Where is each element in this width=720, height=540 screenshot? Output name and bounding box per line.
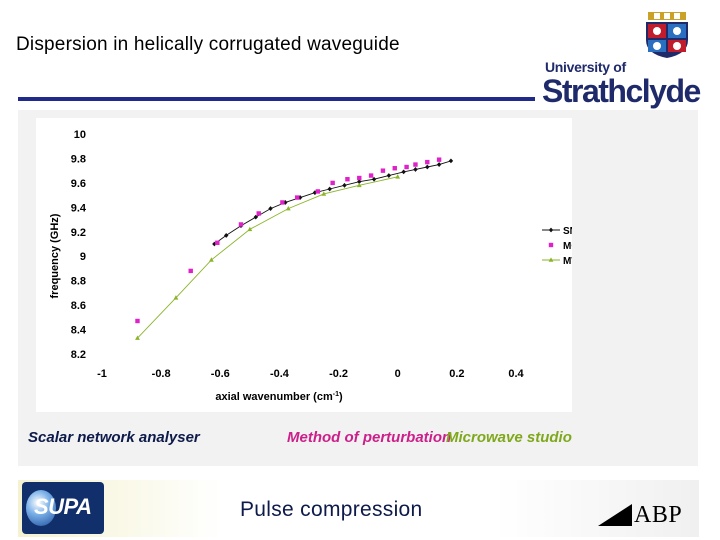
data-point-mws xyxy=(356,182,362,188)
abp-logo-text: ABP xyxy=(634,502,683,528)
data-point-sna xyxy=(212,241,217,247)
y-tick-label: 8.2 xyxy=(71,349,86,361)
series-line-mws xyxy=(137,176,398,339)
chart-series xyxy=(135,157,454,340)
data-point-mop xyxy=(280,200,285,205)
abp-logo: ABP xyxy=(598,492,698,532)
x-tick-label: -0.4 xyxy=(270,368,290,380)
data-point-sna xyxy=(327,186,332,192)
x-axis-label: axial wavenumber (cm-1) xyxy=(215,391,343,403)
data-point-mop xyxy=(330,180,335,186)
supa-logo-text: SUPA xyxy=(34,494,92,519)
data-point-sna xyxy=(297,195,303,200)
chart-axes: 8.2 8.4 8.6 8.8 9 9.2 9.4 9.6 9.8 10 -1 -0.8 -0.6 -0.… xyxy=(71,129,525,380)
y-tick-label: 10 xyxy=(74,129,86,141)
data-point-mop xyxy=(315,189,321,194)
data-point-sna xyxy=(386,173,392,178)
legend-marker-mws xyxy=(548,257,554,262)
y-tick-label: 8.8 xyxy=(71,276,86,288)
supa-globe-icon xyxy=(26,490,56,526)
y-tick-label: 9.2 xyxy=(71,227,86,239)
data-point-sna xyxy=(357,179,362,185)
y-tick-label: 9 xyxy=(80,251,86,263)
university-crest-icon xyxy=(646,12,688,58)
data-point-mop xyxy=(188,268,193,274)
x-axis-label-main: axial wavenumber (cm xyxy=(215,391,333,403)
data-point-mop xyxy=(425,159,430,165)
x-tick-label: 0.2 xyxy=(449,368,464,380)
abp-wedge-icon xyxy=(598,504,632,526)
series-line-sna xyxy=(214,160,452,245)
slide-title: Dispersion in helically corrugated waveg… xyxy=(16,34,400,55)
data-point-mws xyxy=(135,335,140,340)
data-point-mop xyxy=(215,240,220,245)
legend-label-mws: MWS xyxy=(563,256,572,267)
chart-legend: SNA MOP MWS xyxy=(538,220,572,270)
data-point-sna xyxy=(224,233,229,238)
legend-box xyxy=(538,220,572,270)
y-tick-label: 8.6 xyxy=(71,300,86,312)
label-scalar-network-analyser: Scalar network analyser xyxy=(28,429,200,446)
x-tick-label: -0.8 xyxy=(152,368,171,380)
data-point-mws xyxy=(395,174,401,179)
data-point-mop xyxy=(380,168,386,173)
y-axis-label: frequency (GHz) xyxy=(49,213,61,298)
data-point-sna xyxy=(312,190,318,196)
y-tick-label: 8.4 xyxy=(71,325,87,337)
footer-bar xyxy=(18,480,699,537)
legend-marker-mop xyxy=(548,242,554,248)
title-underline xyxy=(18,97,535,101)
data-point-mws xyxy=(209,257,214,262)
supa-logo: SUPA xyxy=(22,482,104,534)
data-point-mop xyxy=(357,175,362,181)
data-point-sna xyxy=(342,182,347,188)
data-point-mop xyxy=(294,195,300,200)
x-axis-label-sup: -1 xyxy=(333,391,339,398)
data-point-mws xyxy=(321,191,327,196)
data-point-sna xyxy=(448,158,454,164)
data-point-mop xyxy=(256,211,261,216)
footer-pulse-compression: Pulse compression xyxy=(240,498,423,521)
data-point-mws xyxy=(285,205,291,211)
data-point-mop xyxy=(404,164,409,170)
data-point-mws xyxy=(247,226,253,232)
data-point-mws xyxy=(173,295,179,300)
legend-label-sna: SNA xyxy=(563,226,572,237)
logo-university-of: University of xyxy=(545,59,626,75)
data-point-mop xyxy=(345,177,350,182)
strathclyde-logo: University of Strathclyde xyxy=(540,10,705,110)
x-tick-label: -0.6 xyxy=(211,368,230,380)
x-tick-label: -1 xyxy=(97,368,107,380)
data-point-sna xyxy=(436,162,442,167)
y-tick-label: 9.6 xyxy=(71,178,86,190)
data-point-mop xyxy=(135,318,140,324)
logo-strathclyde: Strathclyde xyxy=(542,73,701,109)
legend-label-mop: MOP xyxy=(563,241,572,252)
y-tick-label: 9.4 xyxy=(71,202,87,214)
data-point-sna xyxy=(413,167,418,172)
legend-marker-sna xyxy=(548,227,554,233)
x-tick-label: 0.4 xyxy=(508,368,524,380)
data-point-sna xyxy=(253,214,258,220)
label-method-of-perturbation: Method of perturbation xyxy=(287,429,452,446)
data-point-sna xyxy=(268,206,273,211)
dispersion-chart: 8.2 8.4 8.6 8.8 9 9.2 9.4 9.6 9.8 10 -1 -0.8 -0.6 -0.… xyxy=(36,118,572,412)
data-point-mop xyxy=(392,166,397,171)
x-tick-label: -0.2 xyxy=(329,368,348,380)
label-microwave-studio: Microwave studio xyxy=(446,429,572,446)
data-point-mop xyxy=(238,222,244,227)
data-point-mop xyxy=(413,162,418,167)
data-point-sna xyxy=(425,164,430,170)
data-point-mop xyxy=(436,157,442,162)
y-tick-label: 9.8 xyxy=(71,153,86,165)
x-axis-label-end: ) xyxy=(339,391,343,403)
data-point-sna xyxy=(401,169,406,175)
data-point-mop xyxy=(368,173,374,178)
x-tick-label: 0 xyxy=(395,368,401,380)
